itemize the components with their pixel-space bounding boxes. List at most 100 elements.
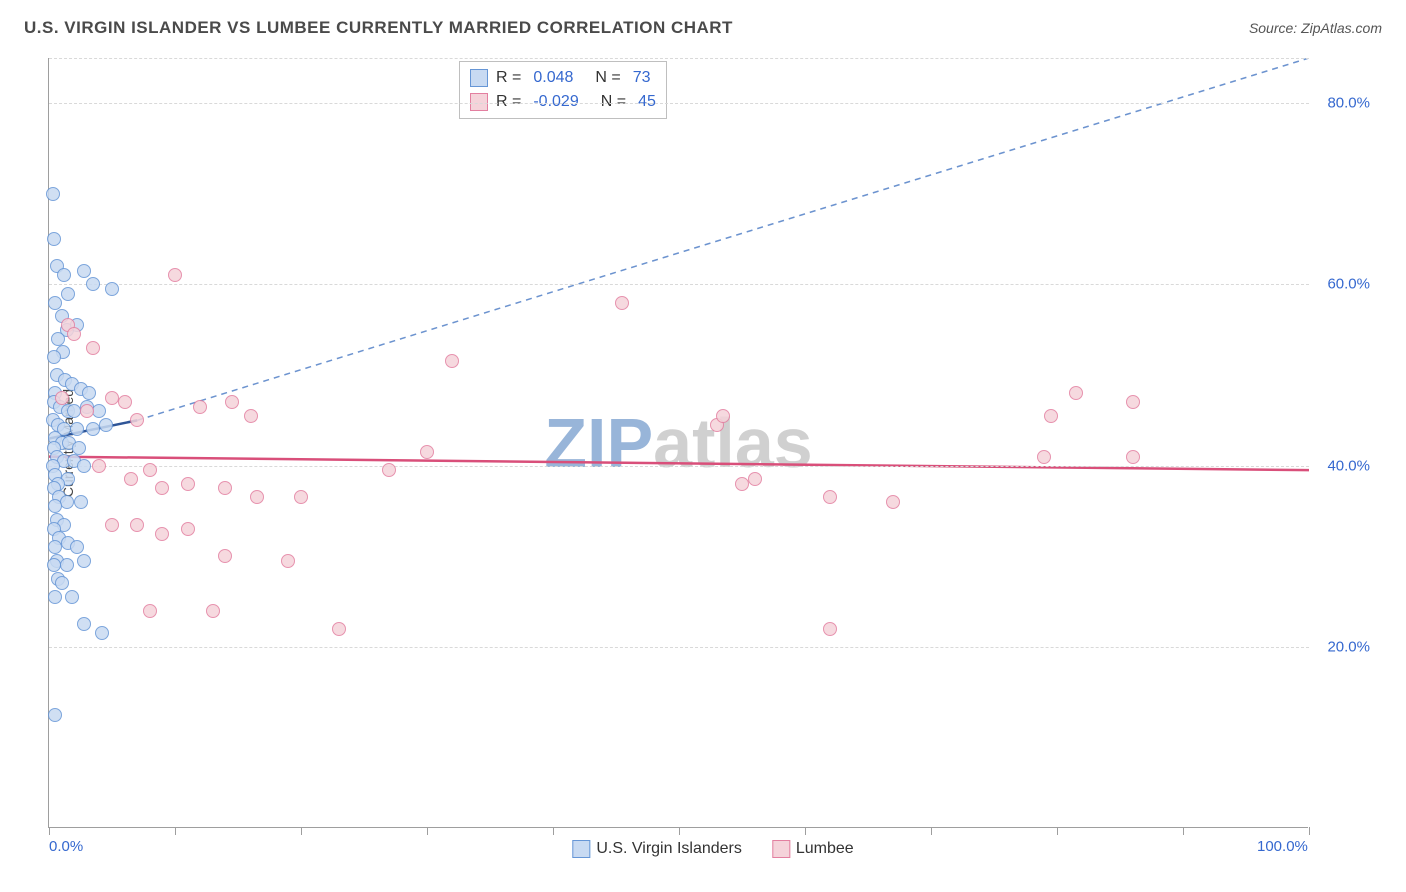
plot-area: ZIPatlas R = 0.048 N = 73 R = -0.029 N =… <box>48 58 1308 828</box>
series-legend: U.S. Virgin Islanders Lumbee <box>572 840 853 858</box>
data-point <box>281 554 295 568</box>
n-label: N = <box>595 66 620 90</box>
data-point <box>86 277 100 291</box>
data-point <box>332 622 346 636</box>
data-point <box>155 481 169 495</box>
x-tick <box>805 827 806 835</box>
data-point <box>48 499 62 513</box>
legend-label-2: Lumbee <box>796 840 854 858</box>
x-tick-label: 0.0% <box>49 838 83 855</box>
legend-item-2: Lumbee <box>772 840 854 858</box>
data-point <box>168 268 182 282</box>
corr-row-1: R = 0.048 N = 73 <box>470 66 656 90</box>
corr-row-2: R = -0.029 N = 45 <box>470 90 656 114</box>
data-point <box>65 590 79 604</box>
series-swatch-2 <box>470 93 488 111</box>
n-value-2: 45 <box>638 90 656 114</box>
source-label: Source: ZipAtlas.com <box>1249 20 1382 36</box>
data-point <box>92 459 106 473</box>
data-point <box>55 576 69 590</box>
data-point <box>143 463 157 477</box>
data-point <box>77 554 91 568</box>
x-tick <box>49 827 50 835</box>
r-label: R = <box>496 90 521 114</box>
data-point <box>47 350 61 364</box>
data-point <box>143 604 157 618</box>
data-point <box>823 622 837 636</box>
data-point <box>105 282 119 296</box>
watermark: ZIPatlas <box>544 403 812 483</box>
y-tick-label: 80.0% <box>1327 95 1370 112</box>
series-swatch-1 <box>470 69 488 87</box>
x-tick <box>1057 827 1058 835</box>
data-point <box>105 518 119 532</box>
data-point <box>1126 450 1140 464</box>
data-point <box>181 522 195 536</box>
trend-lines <box>49 58 1309 828</box>
data-point <box>155 527 169 541</box>
legend-item-1: U.S. Virgin Islanders <box>572 840 742 858</box>
y-tick-label: 40.0% <box>1327 457 1370 474</box>
data-point <box>92 404 106 418</box>
gridline <box>49 647 1309 648</box>
data-point <box>47 232 61 246</box>
r-value-1: 0.048 <box>533 66 573 90</box>
plot-container: Currently Married ZIPatlas R = 0.048 N =… <box>48 58 1378 828</box>
data-point <box>886 495 900 509</box>
n-label: N = <box>601 90 626 114</box>
x-tick <box>301 827 302 835</box>
data-point <box>181 477 195 491</box>
data-point <box>48 590 62 604</box>
data-point <box>80 404 94 418</box>
gridline <box>49 58 1309 59</box>
data-point <box>118 395 132 409</box>
correlation-legend: R = 0.048 N = 73 R = -0.029 N = 45 <box>459 61 667 119</box>
data-point <box>47 558 61 572</box>
x-tick <box>1183 827 1184 835</box>
x-tick <box>553 827 554 835</box>
x-tick-label: 100.0% <box>1257 838 1308 855</box>
data-point <box>82 386 96 400</box>
data-point <box>72 441 86 455</box>
data-point <box>48 708 62 722</box>
data-point <box>1044 409 1058 423</box>
data-point <box>99 418 113 432</box>
data-point <box>218 549 232 563</box>
n-value-1: 73 <box>633 66 651 90</box>
x-tick <box>427 827 428 835</box>
data-point <box>206 604 220 618</box>
x-tick <box>175 827 176 835</box>
watermark-pre: ZIP <box>544 404 653 482</box>
data-point <box>77 264 91 278</box>
data-point <box>70 422 84 436</box>
data-point <box>86 341 100 355</box>
data-point <box>294 490 308 504</box>
r-label: R = <box>496 66 521 90</box>
data-point <box>46 187 60 201</box>
data-point <box>124 472 138 486</box>
x-tick <box>679 827 680 835</box>
watermark-post: atlas <box>653 404 813 482</box>
data-point <box>225 395 239 409</box>
data-point <box>244 409 258 423</box>
data-point <box>48 296 62 310</box>
r-value-2: -0.029 <box>533 90 578 114</box>
data-point <box>1037 450 1051 464</box>
gridline <box>49 284 1309 285</box>
data-point <box>57 268 71 282</box>
data-point <box>823 490 837 504</box>
data-point <box>250 490 264 504</box>
data-point <box>51 332 65 346</box>
chart-title: U.S. VIRGIN ISLANDER VS LUMBEE CURRENTLY… <box>24 18 733 38</box>
data-point <box>60 558 74 572</box>
data-point <box>218 481 232 495</box>
legend-label-1: U.S. Virgin Islanders <box>596 840 742 858</box>
data-point <box>735 477 749 491</box>
data-point <box>1069 386 1083 400</box>
data-point <box>48 540 62 554</box>
y-tick-label: 60.0% <box>1327 276 1370 293</box>
legend-swatch-1 <box>572 840 590 858</box>
data-point <box>77 617 91 631</box>
legend-swatch-2 <box>772 840 790 858</box>
data-point <box>615 296 629 310</box>
